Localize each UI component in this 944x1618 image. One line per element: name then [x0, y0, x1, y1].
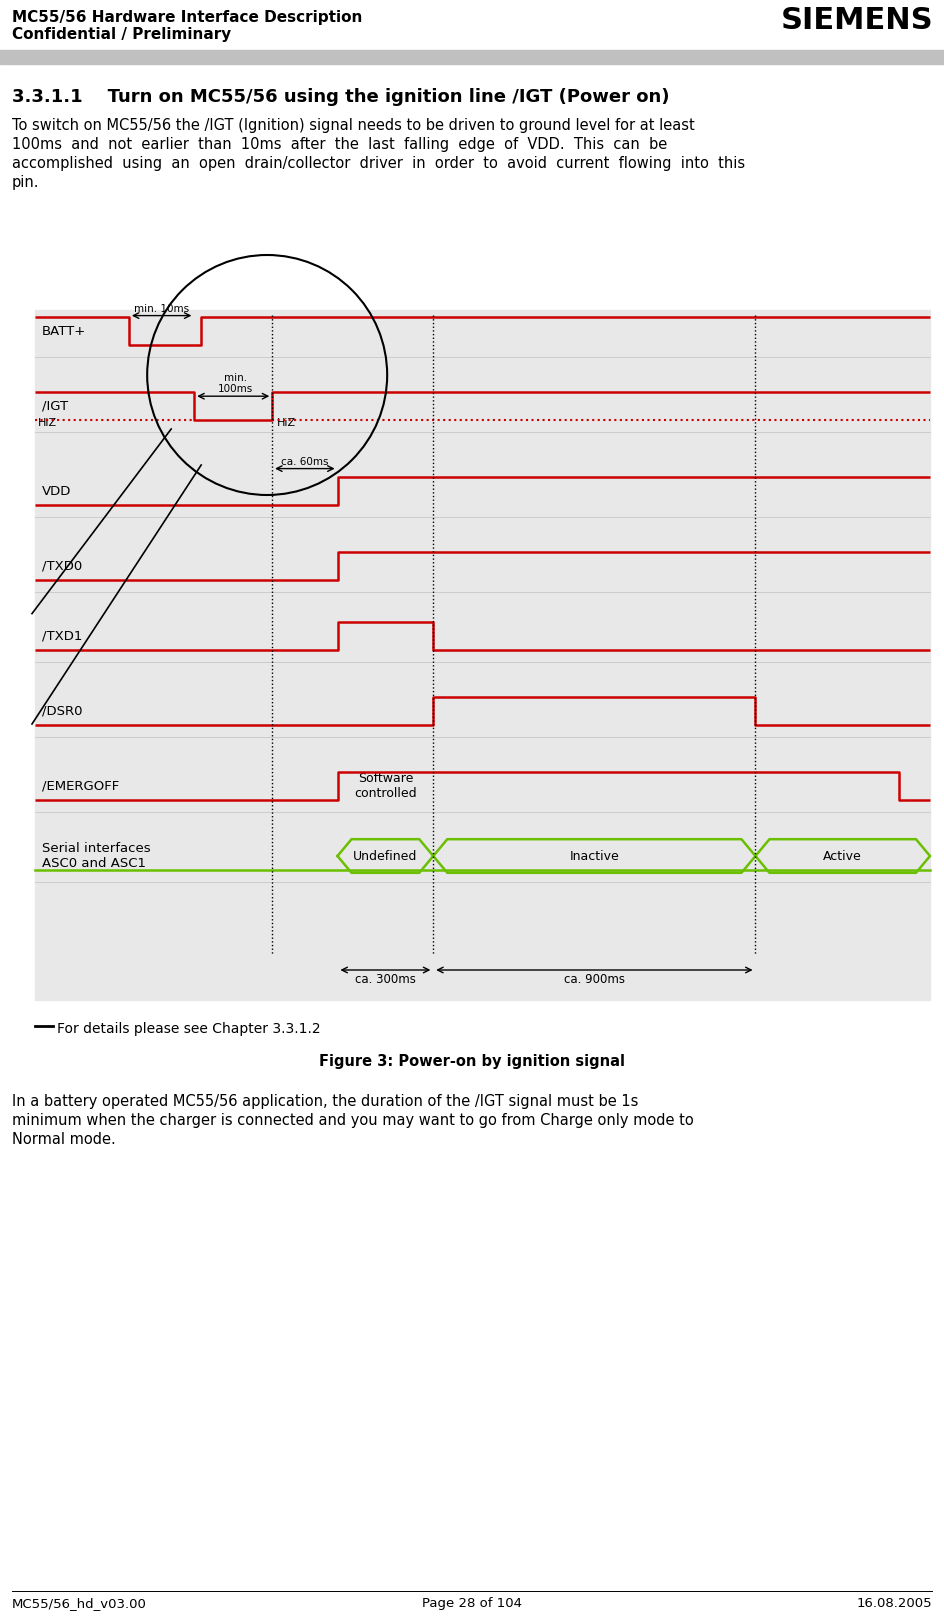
Text: /IGT: /IGT	[42, 400, 68, 413]
Text: ca. 60ms: ca. 60ms	[281, 456, 329, 466]
Text: pin.: pin.	[12, 175, 40, 189]
Text: 100ms  and  not  earlier  than  10ms  after  the  last  falling  edge  of  VDD. : 100ms and not earlier than 10ms after th…	[12, 138, 667, 152]
Text: /TXD0: /TXD0	[42, 560, 82, 573]
Text: minimum when the charger is connected and you may want to go from Charge only mo: minimum when the charger is connected an…	[12, 1113, 694, 1128]
Text: Inactive: Inactive	[569, 849, 619, 862]
Text: /EMERGOFF: /EMERGOFF	[42, 780, 119, 793]
Text: Normal mode.: Normal mode.	[12, 1133, 116, 1147]
Text: 3.3.1.1    Turn on MC55/56 using the ignition line /IGT (Power on): 3.3.1.1 Turn on MC55/56 using the igniti…	[12, 87, 669, 107]
Text: In a battery operated MC55/56 application, the duration of the /IGT signal must : In a battery operated MC55/56 applicatio…	[12, 1094, 638, 1108]
Text: HiZ: HiZ	[38, 417, 58, 429]
Text: For details please see Chapter 3.3.1.2: For details please see Chapter 3.3.1.2	[57, 1023, 321, 1036]
Text: /DSR0: /DSR0	[42, 704, 82, 717]
Text: ca. 900ms: ca. 900ms	[564, 972, 625, 985]
Text: Software
controlled: Software controlled	[354, 772, 416, 799]
Text: min.
100ms: min. 100ms	[218, 372, 253, 395]
Text: ca. 300ms: ca. 300ms	[355, 972, 415, 985]
Text: To switch on MC55/56 the /IGT (Ignition) signal needs to be driven to ground lev: To switch on MC55/56 the /IGT (Ignition)…	[12, 118, 695, 133]
Text: Serial interfaces
ASC0 and ASC1: Serial interfaces ASC0 and ASC1	[42, 841, 151, 870]
Text: MC55/56_hd_v03.00: MC55/56_hd_v03.00	[12, 1597, 147, 1610]
Text: Active: Active	[823, 849, 862, 862]
Text: /TXD1: /TXD1	[42, 629, 82, 642]
Text: Confidential / Preliminary: Confidential / Preliminary	[12, 28, 231, 42]
Text: VDD: VDD	[42, 484, 72, 497]
Text: 16.08.2005: 16.08.2005	[856, 1597, 932, 1610]
Text: SIEMENS: SIEMENS	[781, 5, 933, 34]
Text: min. 10ms: min. 10ms	[134, 304, 189, 314]
Text: Figure 3: Power-on by ignition signal: Figure 3: Power-on by ignition signal	[319, 1053, 625, 1069]
Text: accomplished  using  an  open  drain/collector  driver  in  order  to  avoid  cu: accomplished using an open drain/collect…	[12, 155, 745, 172]
Text: BATT+: BATT+	[42, 325, 86, 338]
Text: Page 28 of 104: Page 28 of 104	[422, 1597, 522, 1610]
Text: HiZ: HiZ	[278, 417, 296, 429]
Bar	[0, 50, 944, 65]
Text: MC55/56 Hardware Interface Description: MC55/56 Hardware Interface Description	[12, 10, 362, 24]
Text: Undefined: Undefined	[353, 849, 417, 862]
Bar	[35, 311, 930, 1000]
